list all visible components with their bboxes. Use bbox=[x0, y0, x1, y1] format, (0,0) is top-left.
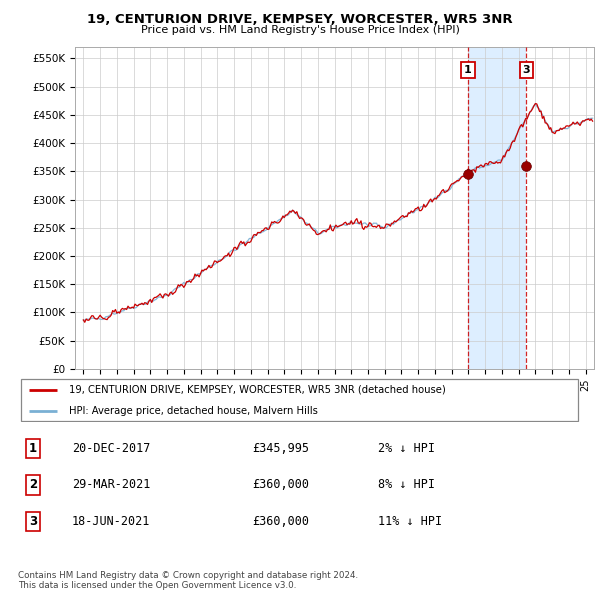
Text: Contains HM Land Registry data © Crown copyright and database right 2024.: Contains HM Land Registry data © Crown c… bbox=[18, 571, 358, 580]
Text: £345,995: £345,995 bbox=[252, 442, 309, 455]
Text: 20-DEC-2017: 20-DEC-2017 bbox=[72, 442, 151, 455]
Text: 8% ↓ HPI: 8% ↓ HPI bbox=[378, 478, 435, 491]
Text: HPI: Average price, detached house, Malvern Hills: HPI: Average price, detached house, Malv… bbox=[69, 406, 317, 416]
Text: 2: 2 bbox=[29, 478, 37, 491]
Text: 29-MAR-2021: 29-MAR-2021 bbox=[72, 478, 151, 491]
Bar bbox=[468, 47, 526, 369]
Text: 3: 3 bbox=[523, 65, 530, 75]
Text: Price paid vs. HM Land Registry's House Price Index (HPI): Price paid vs. HM Land Registry's House … bbox=[140, 25, 460, 35]
Text: 19, CENTURION DRIVE, KEMPSEY, WORCESTER, WR5 3NR: 19, CENTURION DRIVE, KEMPSEY, WORCESTER,… bbox=[87, 13, 513, 26]
Text: 2% ↓ HPI: 2% ↓ HPI bbox=[378, 442, 435, 455]
Text: £360,000: £360,000 bbox=[252, 478, 309, 491]
Text: 1: 1 bbox=[29, 442, 37, 455]
Text: 19, CENTURION DRIVE, KEMPSEY, WORCESTER, WR5 3NR (detached house): 19, CENTURION DRIVE, KEMPSEY, WORCESTER,… bbox=[69, 385, 446, 395]
FancyBboxPatch shape bbox=[21, 379, 578, 421]
Text: 18-JUN-2021: 18-JUN-2021 bbox=[72, 515, 151, 528]
Text: 1: 1 bbox=[464, 65, 472, 75]
Text: This data is licensed under the Open Government Licence v3.0.: This data is licensed under the Open Gov… bbox=[18, 581, 296, 590]
Text: £360,000: £360,000 bbox=[252, 515, 309, 528]
Text: 11% ↓ HPI: 11% ↓ HPI bbox=[378, 515, 442, 528]
Text: 3: 3 bbox=[29, 515, 37, 528]
